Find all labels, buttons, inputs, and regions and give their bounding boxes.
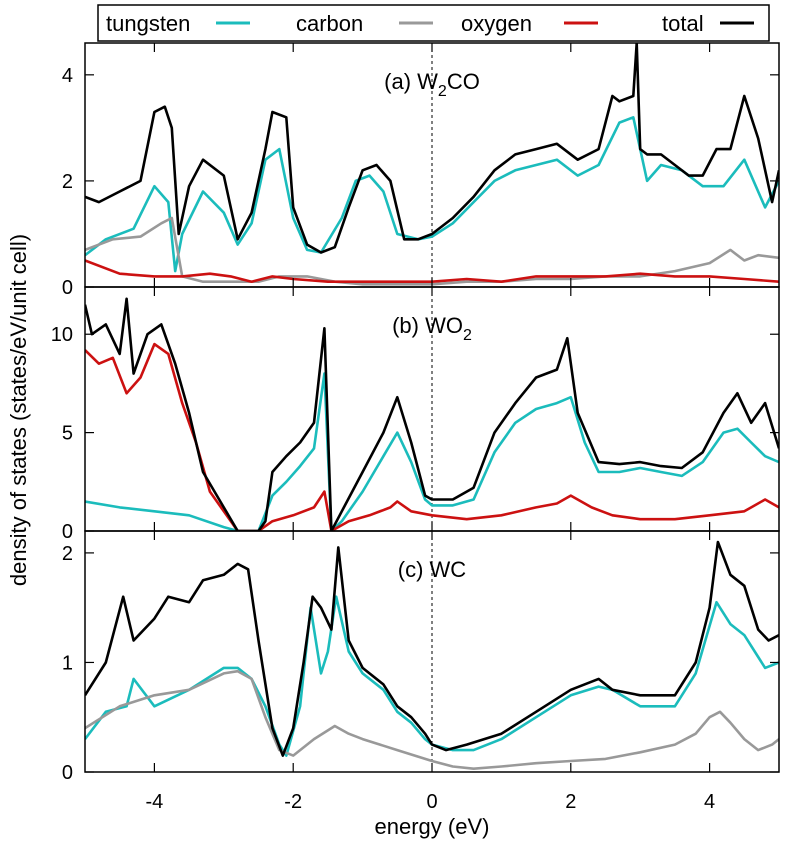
series-line-total (85, 297, 779, 531)
x-tick-label: -2 (284, 791, 302, 813)
series-line-tungsten (85, 116, 779, 273)
x-axis-label: energy (eV) (375, 814, 490, 839)
panel-title: (b) WO2 (392, 313, 472, 344)
legend-label-oxygen: oxygen (461, 11, 532, 36)
panel-b: 0 5 10 (b) WO2 (51, 286, 780, 543)
panel-a: 0 2 4 (a) W2CO (62, 42, 780, 299)
series-line-total (85, 43, 779, 254)
panel-title: (c) WC (398, 557, 467, 582)
series-group (85, 297, 779, 531)
series-line-tungsten (85, 372, 779, 531)
series-line-tungsten (85, 595, 779, 757)
y-tick-label: 2 (62, 543, 73, 565)
series-line-carbon (85, 216, 779, 286)
y-tick-label: 10 (51, 324, 73, 346)
legend-label-carbon: carbon (296, 11, 363, 36)
legend-box (97, 4, 770, 42)
y-tick-label: 0 (62, 277, 73, 299)
x-tick-label: 4 (704, 791, 715, 813)
panel-c: 0 1 2 -4 -2 0 2 4 (c) WC (62, 530, 780, 813)
y-tick-label: 4 (62, 65, 73, 87)
y-tick-label: 0 (62, 762, 73, 784)
x-tick-label: 2 (565, 791, 576, 813)
y-tick-label: 5 (62, 423, 73, 445)
series-line-oxygen (85, 259, 779, 284)
y-tick-label: 2 (62, 171, 73, 193)
series-line-oxygen (85, 342, 779, 531)
legend-label-tungsten: tungsten (106, 11, 190, 36)
series-line-carbon (85, 669, 779, 771)
panel-title: (a) W2CO (384, 69, 480, 100)
y-tick-label: 1 (62, 652, 73, 674)
y-axis-label: density of states (states/eV/unit cell) (6, 234, 31, 586)
series-group (85, 540, 779, 771)
x-tick-label: -4 (146, 791, 164, 813)
series-line-total (85, 540, 779, 757)
legend-label-total: total (662, 11, 704, 36)
legend: tungsten carbon oxygen total (97, 4, 770, 42)
series-group (85, 43, 779, 286)
y-tick-label: 0 (62, 521, 73, 543)
x-tick-label: 0 (426, 791, 437, 813)
